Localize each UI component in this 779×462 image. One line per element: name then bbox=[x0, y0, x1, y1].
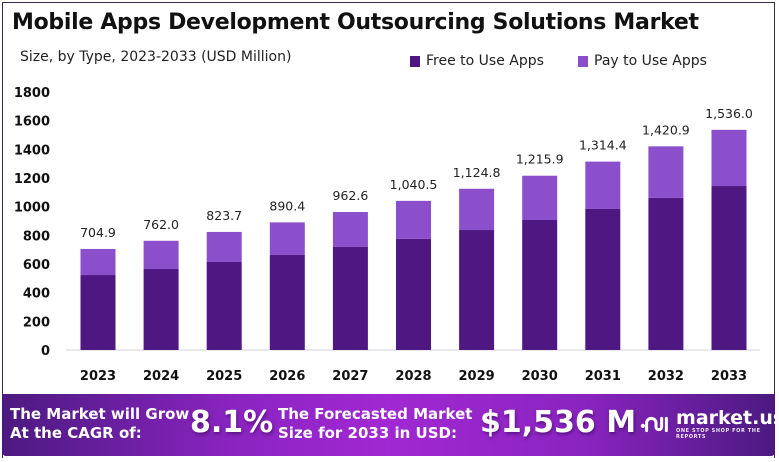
cagr-label-line2: At the CAGR of: bbox=[10, 424, 142, 442]
y-tick-label: 800 bbox=[23, 229, 50, 244]
y-tick-label: 400 bbox=[23, 287, 50, 302]
bar-segment-pay-to-use bbox=[206, 231, 242, 262]
bar-segment-pay-to-use bbox=[459, 188, 495, 231]
bar-total-label: 1,314.4 bbox=[579, 138, 627, 153]
bar-segment-pay-to-use bbox=[269, 222, 305, 255]
bar-segment-free-to-use bbox=[206, 261, 242, 350]
x-tick-label: 2033 bbox=[711, 369, 747, 384]
bar-segment-free-to-use bbox=[143, 269, 179, 350]
forecast-label-line2: Size for 2033 in USD: bbox=[278, 424, 457, 442]
cagr-label-line1: The Market will Grow bbox=[10, 405, 190, 423]
y-tick-label: 1600 bbox=[14, 115, 50, 130]
y-tick-label: 1200 bbox=[14, 172, 50, 187]
bar-chart: 0 200 400 600 800 1000 1200 1400 1600 1800 704.9 20… bbox=[14, 86, 760, 384]
x-tick-label: 2023 bbox=[80, 369, 116, 384]
bar-total-label: 962.6 bbox=[333, 188, 369, 203]
bar-total-label: 762.0 bbox=[143, 217, 179, 232]
forecast-value: $1,536 M bbox=[480, 405, 637, 440]
bar-segment-pay-to-use bbox=[711, 129, 747, 187]
cagr-label: The Market will Grow At the CAGR of: bbox=[10, 405, 189, 443]
bar-segment-free-to-use bbox=[522, 219, 558, 350]
bar-segment-pay-to-use bbox=[80, 248, 116, 276]
bar-segment-free-to-use bbox=[396, 238, 431, 350]
forecast-label-line1: The Forecasted Market bbox=[278, 405, 473, 423]
cagr-value: 8.1% bbox=[190, 405, 274, 440]
y-tick-label: 0 bbox=[41, 344, 50, 359]
legend-swatch-free bbox=[410, 55, 420, 67]
bar-segment-free-to-use bbox=[585, 208, 621, 350]
legend-label-free: Free to Use Apps bbox=[426, 53, 544, 69]
x-tick-label: 2032 bbox=[648, 369, 684, 384]
y-tick-label: 1000 bbox=[14, 201, 50, 216]
bar-segment-free-to-use bbox=[269, 254, 305, 350]
x-tick-label: 2029 bbox=[459, 369, 495, 384]
market-us-logo-icon bbox=[640, 416, 668, 433]
bar-total-label: 890.4 bbox=[269, 198, 305, 213]
legend-item-free: Free to Use Apps bbox=[410, 53, 544, 69]
forecast-label: The Forecasted Market Size for 2033 in U… bbox=[278, 405, 472, 443]
bar-total-label: 1,420.9 bbox=[642, 122, 690, 137]
bar-segment-pay-to-use bbox=[396, 200, 431, 239]
x-tick-label: 2024 bbox=[143, 369, 179, 384]
chart-frame bbox=[2, 2, 775, 458]
y-tick-label: 1800 bbox=[14, 86, 50, 101]
x-tick-label: 2026 bbox=[269, 369, 305, 384]
y-tick-label: 600 bbox=[23, 258, 50, 273]
summary-banner: The Market will Grow At the CAGR of: 8.1… bbox=[2, 394, 779, 456]
bar-segment-pay-to-use bbox=[332, 212, 368, 247]
x-tick-label: 2028 bbox=[395, 369, 431, 384]
bar-segment-free-to-use bbox=[459, 230, 495, 350]
bar-total-label: 1,040.5 bbox=[390, 177, 438, 192]
bar-total-label: 1,536.0 bbox=[705, 106, 753, 121]
bar-segment-free-to-use bbox=[80, 275, 116, 350]
brand-tagline: ONE STOP SHOP FOR THE REPORTS bbox=[676, 428, 761, 440]
x-tick-label: 2027 bbox=[332, 369, 368, 384]
x-tick-label: 2025 bbox=[206, 369, 242, 384]
bar-segment-free-to-use bbox=[711, 186, 747, 350]
bar-segment-pay-to-use bbox=[522, 175, 558, 220]
chart-title: Mobile Apps Development Outsourcing Solu… bbox=[12, 10, 699, 35]
brand-logo: market.us ONE STOP SHOP FOR THE REPORTS bbox=[640, 408, 779, 440]
bar-segment-pay-to-use bbox=[648, 146, 684, 198]
legend-label-pay: Pay to Use Apps bbox=[594, 53, 707, 69]
brand-name: market.us bbox=[676, 407, 779, 429]
legend-swatch-pay bbox=[578, 55, 588, 67]
y-tick-label: 200 bbox=[23, 315, 50, 330]
chart-subtitle: Size, by Type, 2023-2033 (USD Million) bbox=[20, 49, 292, 65]
x-tick-label: 2030 bbox=[522, 369, 558, 384]
bar-segment-free-to-use bbox=[332, 246, 368, 350]
bar-segment-pay-to-use bbox=[585, 161, 621, 209]
bar-total-label: 1,124.8 bbox=[453, 165, 501, 180]
legend-item-pay: Pay to Use Apps bbox=[578, 53, 707, 69]
bar-total-label: 704.9 bbox=[80, 225, 116, 240]
bar-segment-pay-to-use bbox=[143, 240, 179, 270]
x-tick-label: 2031 bbox=[585, 369, 621, 384]
bar-total-label: 823.7 bbox=[206, 208, 242, 223]
y-tick-label: 1400 bbox=[14, 143, 50, 158]
bar-segment-free-to-use bbox=[648, 197, 684, 350]
bar-total-label: 1,215.9 bbox=[516, 152, 564, 167]
